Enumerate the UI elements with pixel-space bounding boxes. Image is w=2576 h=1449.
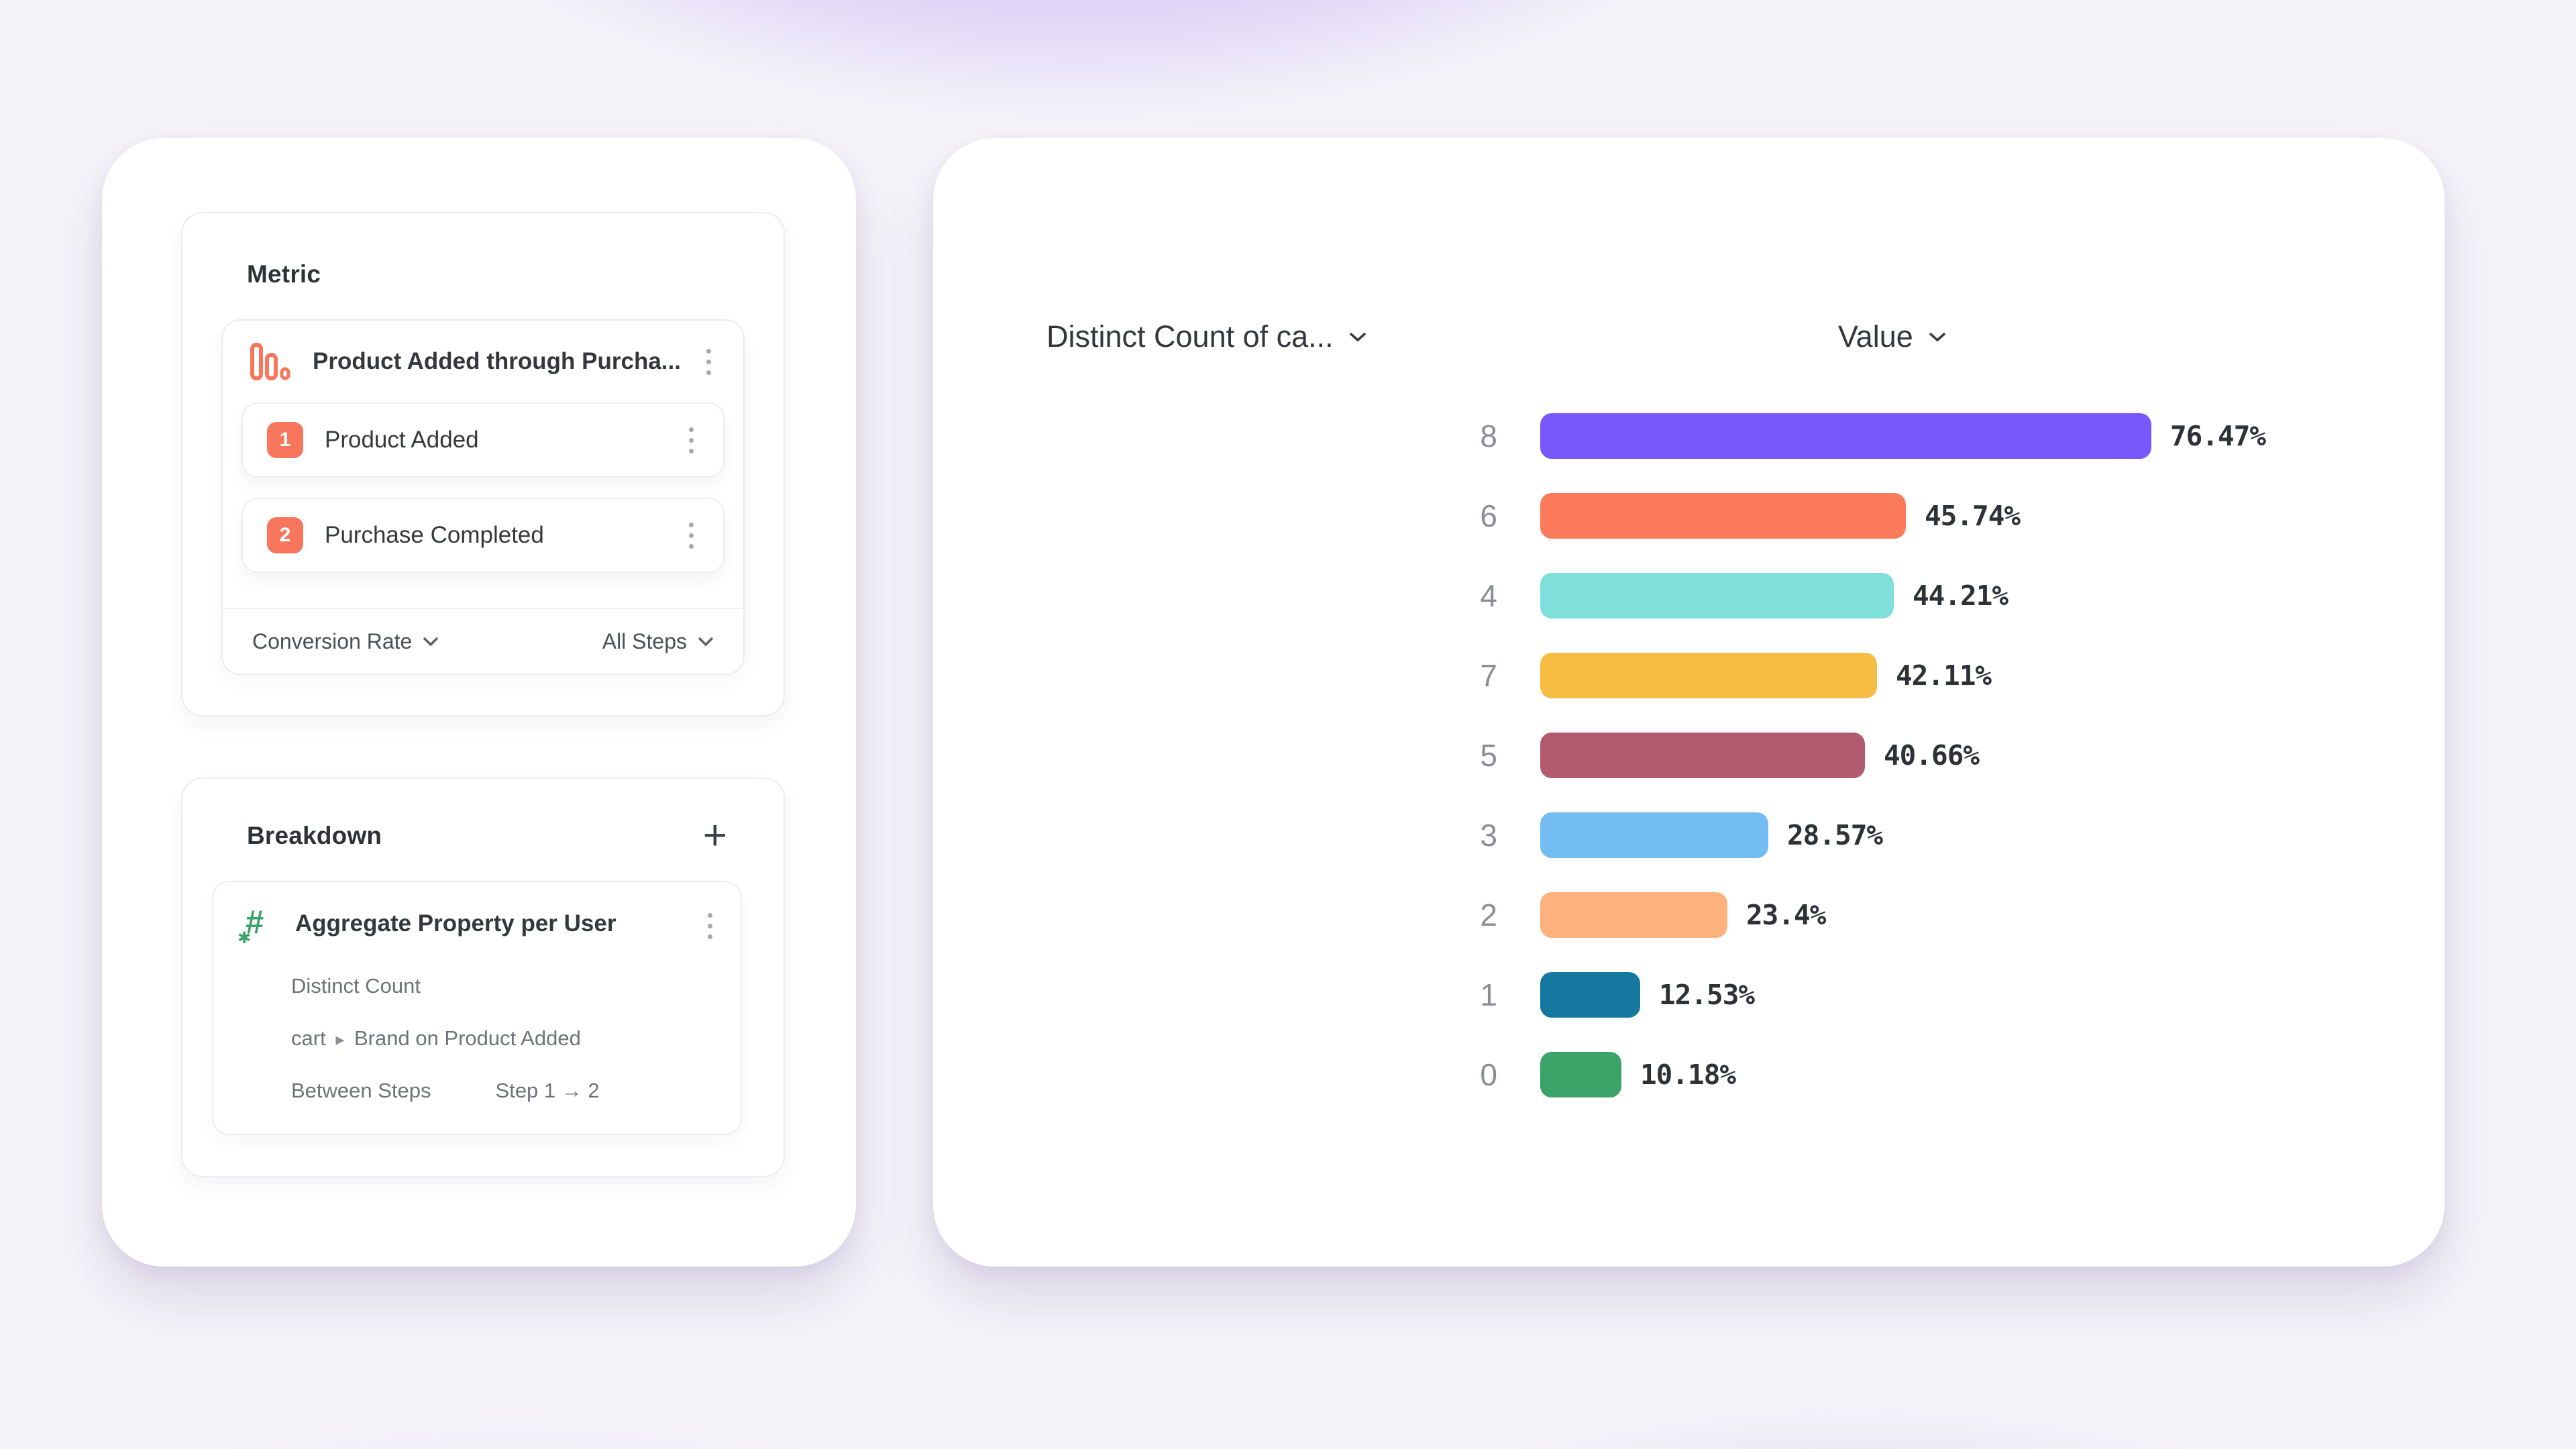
category-label: 8 bbox=[1480, 418, 1497, 453]
step-event-label: Product Added bbox=[325, 427, 479, 453]
property-path: cart ▸ Brand on Product Added bbox=[291, 1026, 581, 1051]
conversion-rate-label: Conversion Rate bbox=[252, 629, 413, 653]
chart-row: 1 12.53% bbox=[933, 955, 2445, 1034]
bar-value-label: 40.66% bbox=[1884, 739, 1980, 771]
chevron-down-icon bbox=[1929, 332, 1945, 341]
bar[interactable] bbox=[1540, 652, 1877, 698]
bar[interactable] bbox=[1540, 971, 1640, 1018]
category-label: 0 bbox=[1480, 1057, 1497, 1092]
chart-row: 7 42.11% bbox=[933, 635, 2445, 715]
path-rest: Brand on Product Added bbox=[354, 1026, 581, 1050]
category-label: 3 bbox=[1480, 817, 1497, 853]
property-hash-icon: # ✱ bbox=[237, 904, 264, 947]
category-label: 6 bbox=[1480, 498, 1497, 533]
divider bbox=[223, 608, 743, 609]
breakdown-path-row: cart ▸ Brand on Product Added bbox=[291, 1026, 718, 1051]
bar-value-label: 12.53% bbox=[1659, 978, 1755, 1011]
step-number-badge: 1 bbox=[267, 422, 303, 458]
chevron-down-icon bbox=[1349, 332, 1366, 341]
chart-rows: 8 76.47% 6 45.74% 4 44.21% 7 42.11% 5 40.66% 3 28.5… bbox=[933, 396, 2445, 1114]
between-steps-value: Step 1 → 2 bbox=[495, 1079, 600, 1102]
kebab-menu-icon[interactable] bbox=[684, 516, 699, 555]
chart-panel: Distinct Count of ca... Value 8 76.47% 6 45… bbox=[933, 138, 2445, 1267]
funnel-metric-card: Product Added through Purcha... 1 Produc… bbox=[221, 319, 745, 675]
metric-section: Metric Product Added through Purcha... 1… bbox=[181, 212, 785, 716]
breakdown-between-steps-row: Between Steps Step 1 → 2 bbox=[291, 1079, 718, 1103]
add-breakdown-button[interactable]: + bbox=[702, 812, 727, 859]
step-event-label: Purchase Completed bbox=[325, 522, 544, 548]
funnel-chart-icon bbox=[250, 343, 290, 380]
breakdown-property-name: Aggregate Property per User bbox=[295, 910, 616, 936]
bar[interactable] bbox=[1540, 413, 2151, 459]
breakdown-aggregation-row: Distinct Count bbox=[291, 974, 718, 998]
between-steps-label: Between Steps bbox=[291, 1079, 431, 1102]
bar[interactable] bbox=[1540, 572, 1894, 619]
category-label: 7 bbox=[1480, 657, 1497, 693]
category-label: 4 bbox=[1480, 578, 1497, 613]
bar-value-label: 28.57% bbox=[1787, 818, 1883, 851]
kebab-menu-icon[interactable] bbox=[701, 342, 716, 382]
bar-value-label: 76.47% bbox=[2170, 419, 2266, 452]
path-separator-icon: ▸ bbox=[335, 1029, 345, 1049]
breakdown-section: Breakdown + # ✱ Aggregate Property per Us… bbox=[181, 777, 785, 1177]
kebab-menu-icon[interactable] bbox=[684, 421, 699, 460]
category-label: 5 bbox=[1480, 737, 1497, 773]
bar-value-label: 42.11% bbox=[1896, 659, 1992, 692]
chart-column-headers: Distinct Count of ca... Value bbox=[933, 319, 2445, 386]
bar[interactable] bbox=[1540, 732, 1865, 778]
all-steps-label: All Steps bbox=[602, 629, 687, 653]
funnel-step-1[interactable]: 1 Product Added bbox=[241, 402, 724, 478]
category-label: 2 bbox=[1480, 897, 1497, 932]
funnel-title-row[interactable]: Product Added through Purcha... bbox=[223, 321, 743, 402]
value-column-label: Value bbox=[1838, 319, 1913, 354]
funnel-footer: Conversion Rate All Steps bbox=[223, 609, 743, 674]
chart-row: 8 76.47% bbox=[933, 396, 2445, 476]
chart-row: 3 28.57% bbox=[933, 795, 2445, 875]
chevron-down-icon bbox=[423, 637, 439, 646]
kebab-menu-icon[interactable] bbox=[702, 906, 718, 946]
query-builder-panel: Metric Product Added through Purcha... 1… bbox=[102, 138, 856, 1267]
chart-row: 2 23.4% bbox=[933, 875, 2445, 955]
funnel-step-2[interactable]: 2 Purchase Completed bbox=[241, 498, 724, 573]
metric-section-title: Metric bbox=[247, 260, 321, 288]
bar[interactable] bbox=[1540, 1051, 1621, 1097]
chart-row: 5 40.66% bbox=[933, 715, 2445, 795]
bar[interactable] bbox=[1540, 892, 1727, 938]
funnel-metric-name: Product Added through Purcha... bbox=[313, 348, 680, 374]
chevron-down-icon bbox=[698, 637, 713, 646]
breakdown-column-header[interactable]: Distinct Count of ca... bbox=[1046, 319, 1367, 354]
category-label: 1 bbox=[1480, 977, 1497, 1012]
bar[interactable] bbox=[1540, 492, 1906, 539]
value-column-header[interactable]: Value bbox=[1838, 319, 1947, 354]
breakdown-property-card[interactable]: # ✱ Aggregate Property per User Distinct … bbox=[212, 881, 742, 1135]
chart-row: 4 44.21% bbox=[933, 555, 2445, 635]
bar-value-label: 45.74% bbox=[1925, 499, 2021, 532]
bar-value-label: 10.18% bbox=[1640, 1058, 1736, 1091]
path-prefix: cart bbox=[291, 1026, 326, 1050]
bar[interactable] bbox=[1540, 812, 1768, 858]
all-steps-dropdown[interactable]: All Steps bbox=[602, 629, 714, 654]
bar-value-label: 23.4% bbox=[1746, 898, 1826, 931]
chart-row: 6 45.74% bbox=[933, 476, 2445, 555]
bar-value-label: 44.21% bbox=[1913, 579, 2008, 612]
conversion-rate-dropdown[interactable]: Conversion Rate bbox=[252, 629, 439, 654]
breakdown-section-title: Breakdown bbox=[247, 822, 382, 849]
breakdown-column-label: Distinct Count of ca... bbox=[1046, 319, 1334, 354]
chart-row: 0 10.18% bbox=[933, 1034, 2445, 1114]
step-number-badge: 2 bbox=[267, 517, 303, 553]
aggregation-label: Distinct Count bbox=[291, 974, 421, 998]
